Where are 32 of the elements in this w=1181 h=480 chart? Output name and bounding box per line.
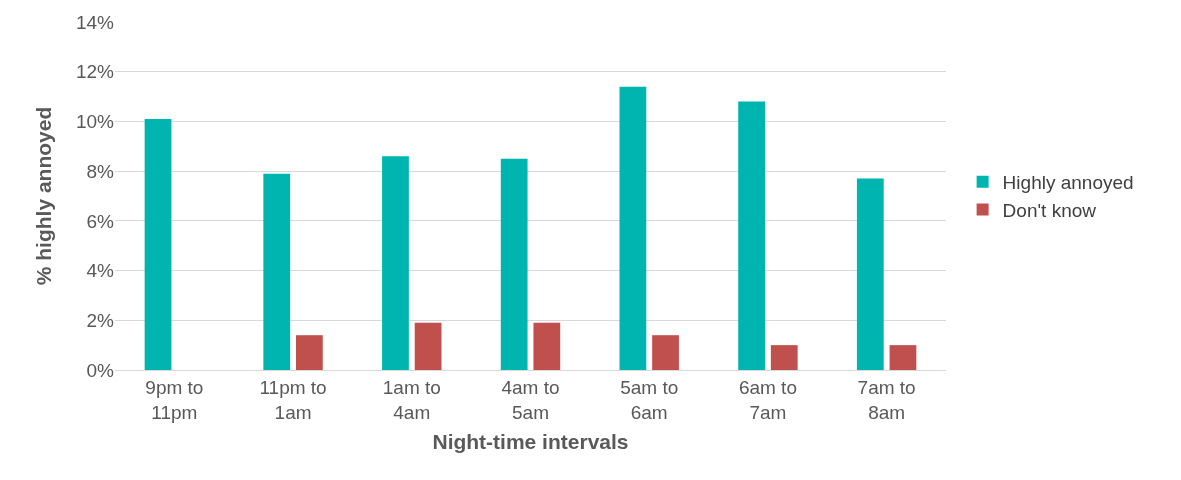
x-axis-title: Night-time intervals	[432, 429, 629, 453]
bar	[619, 86, 647, 370]
y-tick-label: 6%	[86, 210, 115, 232]
x-tick-label: 4am to 5am	[501, 376, 560, 423]
y-axis-title: % highly annoyed	[32, 106, 56, 286]
bar	[296, 335, 323, 370]
bar	[533, 322, 561, 370]
x-tick-label: 11pm to 1am	[259, 376, 327, 423]
y-tick-label: 2%	[86, 309, 115, 331]
bar	[738, 101, 765, 370]
bar	[500, 158, 528, 370]
bar	[263, 173, 291, 370]
bar	[144, 118, 172, 370]
y-tick-label: 8%	[86, 160, 115, 182]
bar	[770, 345, 798, 370]
bar	[382, 156, 409, 370]
bar	[889, 345, 917, 370]
x-tick-label: 7am to 8am	[857, 376, 916, 423]
legend-label: Highly annoyed	[1002, 172, 1134, 194]
y-tick-label: 12%	[75, 61, 115, 83]
bar	[856, 178, 884, 370]
y-tick-label: 4%	[86, 260, 115, 282]
x-tick-label: 9pm to 11pm	[145, 376, 204, 423]
x-tick-label: 1am to 4am	[382, 376, 441, 423]
y-tick-label: 10%	[75, 111, 115, 133]
y-tick-label: 14%	[75, 11, 115, 33]
bar	[652, 335, 679, 370]
bar	[414, 322, 442, 370]
legend-label: Don't know	[1002, 199, 1097, 221]
x-tick-label: 6am to 7am	[738, 376, 797, 423]
y-tick-label: 0%	[86, 359, 115, 381]
x-tick-label: 5am to 6am	[620, 376, 679, 423]
